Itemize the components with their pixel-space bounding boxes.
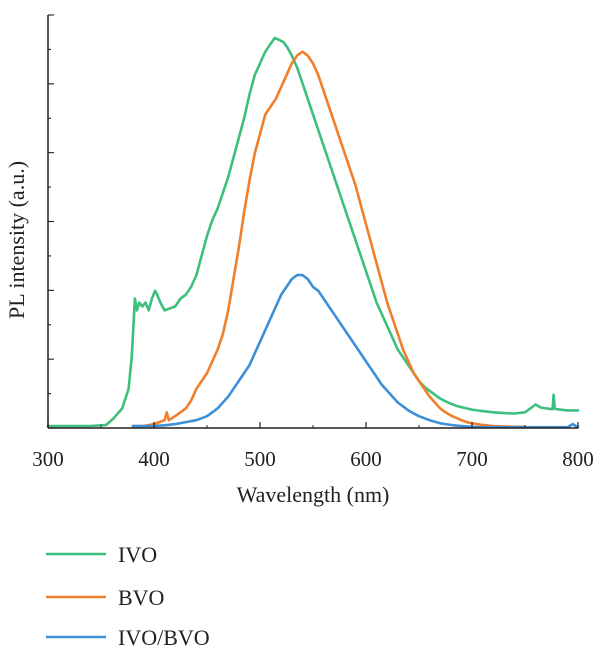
series-line-2 [131, 50, 527, 429]
plot-axes [47, 15, 578, 429]
x-axis-ticks: 300 400 500 600 700 800 [32, 422, 594, 471]
x-tick-label: 600 [350, 447, 382, 471]
x-tick-label: 300 [32, 447, 64, 471]
y-axis-ticks [48, 14, 54, 429]
plot-lines [46, 36, 580, 429]
y-axis-title: PL intensity (a.u.) [4, 161, 29, 319]
x-tick-label: 400 [138, 447, 170, 471]
series-line-3 [131, 273, 580, 429]
legend-label: IVO [118, 542, 157, 567]
x-tick-label: 700 [456, 447, 488, 471]
legend-label: BVO [118, 585, 164, 610]
x-axis-title: Wavelength (nm) [237, 482, 390, 507]
series-line-1 [46, 36, 580, 428]
x-tick-label: 800 [562, 447, 594, 471]
legend: IVO BVO IVO/BVO [46, 542, 210, 650]
x-tick-label: 500 [244, 447, 276, 471]
legend-label: IVO/BVO [118, 625, 210, 650]
